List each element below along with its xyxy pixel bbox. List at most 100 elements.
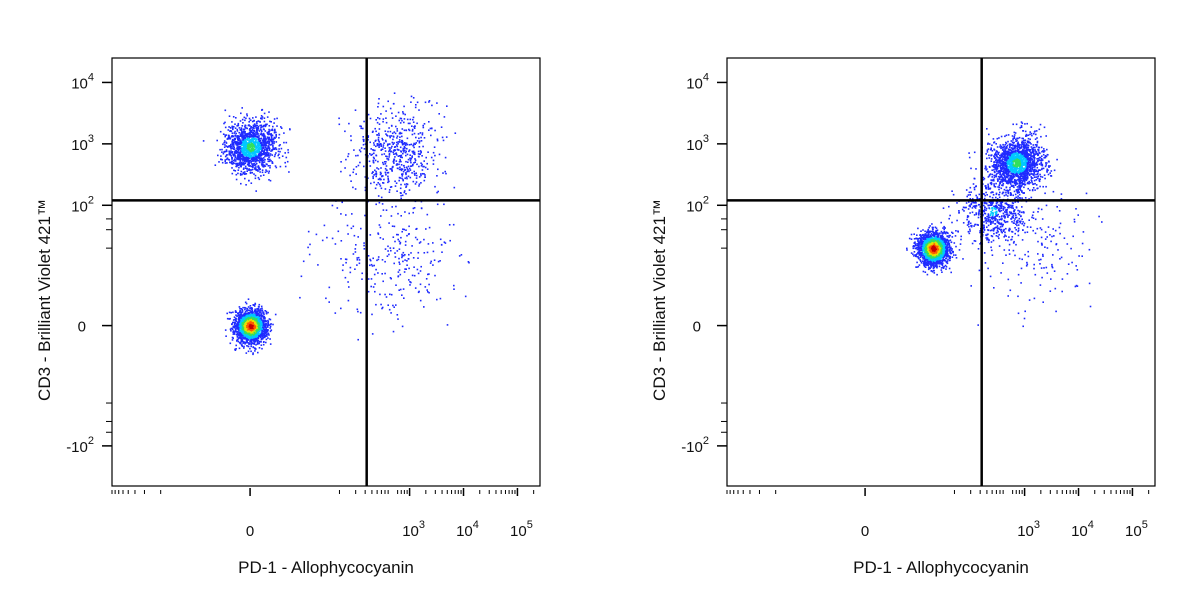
event-dot <box>254 340 257 343</box>
event-dot <box>412 207 415 210</box>
event-dot <box>279 150 281 153</box>
event-dot <box>245 352 248 354</box>
event-dot <box>352 225 355 228</box>
event-dot <box>256 169 259 171</box>
event-dot <box>398 261 400 264</box>
event-dot <box>247 138 249 141</box>
event-dot <box>249 130 252 132</box>
event-dot <box>253 317 255 319</box>
event-dot <box>242 128 245 131</box>
event-dot <box>243 334 245 336</box>
event-dot <box>236 125 238 127</box>
event-dot <box>247 324 250 326</box>
event-dot <box>422 124 424 127</box>
event-dot <box>402 170 405 173</box>
event-dot <box>371 313 373 316</box>
event-dot <box>235 173 238 176</box>
event-dot <box>254 134 257 137</box>
event-dot <box>400 215 402 217</box>
event-dot <box>268 152 270 154</box>
event-dot <box>243 306 246 309</box>
event-dot <box>917 227 919 230</box>
event-dot <box>276 117 278 120</box>
event-dot <box>413 151 416 154</box>
event-dot <box>436 175 438 177</box>
event-dot <box>252 164 254 167</box>
event-dot <box>245 159 248 162</box>
event-dot <box>389 143 391 145</box>
event-dot <box>264 139 267 142</box>
event-dot <box>275 134 277 137</box>
event-dot <box>401 142 404 144</box>
event-dot <box>234 150 237 152</box>
event-dot <box>281 155 284 157</box>
event-dot <box>250 145 253 147</box>
event-dot <box>255 168 258 170</box>
event-dot <box>242 168 245 170</box>
event-dot <box>237 146 240 149</box>
event-dot <box>249 324 252 326</box>
event-dot <box>391 145 393 148</box>
event-dot <box>913 233 915 235</box>
event-dot <box>237 340 240 343</box>
event-dot <box>249 132 251 134</box>
event-dot <box>263 140 265 142</box>
event-dot <box>247 337 249 340</box>
event-dot <box>405 154 407 157</box>
event-dot <box>270 159 272 162</box>
event-dot <box>249 169 252 171</box>
event-dot <box>439 297 442 300</box>
event-dot <box>259 309 262 312</box>
event-dot <box>419 241 422 243</box>
event-dot <box>253 123 256 126</box>
event-dot <box>340 213 342 215</box>
event-dot <box>427 273 429 276</box>
event-dot <box>244 148 246 150</box>
event-dot <box>403 190 406 192</box>
event-dot <box>436 102 438 104</box>
event-dot <box>400 194 402 197</box>
event-dot <box>238 166 240 169</box>
event-dot <box>261 109 263 111</box>
event-dot <box>232 139 235 141</box>
event-dot <box>241 131 243 133</box>
x-tick-label: 103 <box>402 519 425 540</box>
event-dot <box>225 134 228 136</box>
event-dot <box>410 101 412 103</box>
event-dot <box>307 230 310 233</box>
event-dot <box>263 147 265 149</box>
event-dot <box>427 151 429 153</box>
event-dot <box>268 158 270 161</box>
event-dot <box>256 154 258 157</box>
event-dot <box>381 137 383 140</box>
event-dot <box>398 257 400 260</box>
event-dot <box>229 154 232 156</box>
event-dot <box>237 153 240 156</box>
event-dot <box>379 173 382 176</box>
event-dot <box>442 139 445 142</box>
event-dot <box>265 153 267 155</box>
event-dot <box>254 350 256 352</box>
event-dot <box>242 341 245 343</box>
event-dot <box>244 307 247 309</box>
event-dot <box>239 321 242 324</box>
event-dot <box>247 150 250 153</box>
event-dot <box>232 147 235 150</box>
event-dot <box>345 158 347 161</box>
event-dot <box>401 325 404 328</box>
event-dot <box>384 167 387 170</box>
event-dot <box>409 122 411 125</box>
event-dot <box>458 255 461 257</box>
event-dot <box>263 120 266 123</box>
event-dot <box>251 171 253 174</box>
event-dot <box>244 149 246 151</box>
event-dot <box>245 316 248 319</box>
event-dot <box>252 315 255 318</box>
event-dot <box>262 133 265 135</box>
event-dot <box>249 340 251 343</box>
event-dot <box>413 274 416 277</box>
event-dot <box>258 314 261 317</box>
event-dot <box>378 132 380 135</box>
event-dot <box>261 157 264 160</box>
event-dot <box>256 325 258 328</box>
